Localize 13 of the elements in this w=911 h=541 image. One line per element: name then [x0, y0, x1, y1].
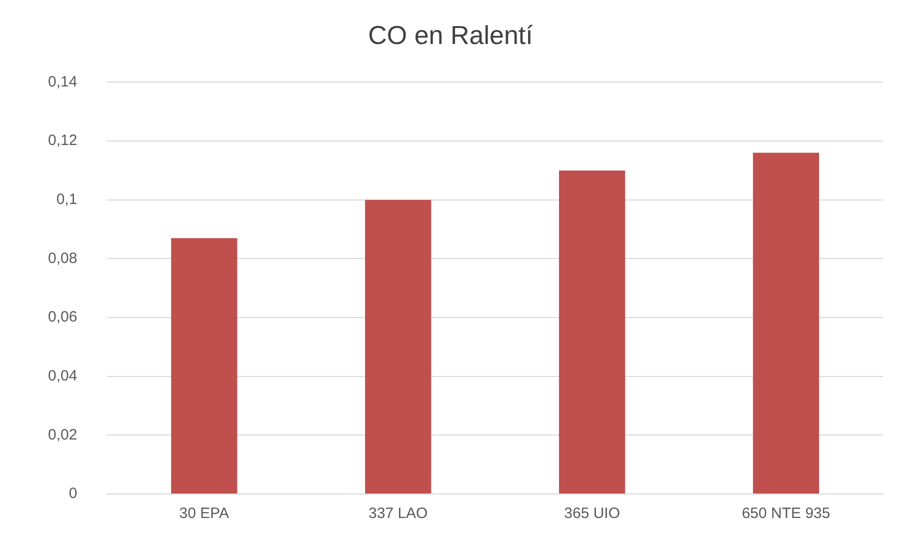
- y-tick-label: 0,02: [48, 426, 78, 444]
- y-tick-label: 0: [68, 485, 78, 502]
- x-tick-label: 30 EPA: [179, 505, 230, 522]
- y-tick-label: 0,1: [56, 191, 78, 208]
- x-tick-label: 650 NTE 935: [742, 505, 830, 522]
- x-tick-label: 337 LAO: [368, 505, 428, 522]
- y-tick-label: 0,12: [48, 132, 78, 150]
- y-tick-label: 0,08: [48, 250, 78, 267]
- y-tick-label: 0,04: [48, 367, 78, 384]
- chart-title: CO en Ralentí: [368, 20, 534, 50]
- x-tick-label: 365 UIO: [564, 505, 620, 522]
- y-tick-label: 0,14: [48, 73, 78, 90]
- y-tick-label: 0,06: [48, 308, 78, 326]
